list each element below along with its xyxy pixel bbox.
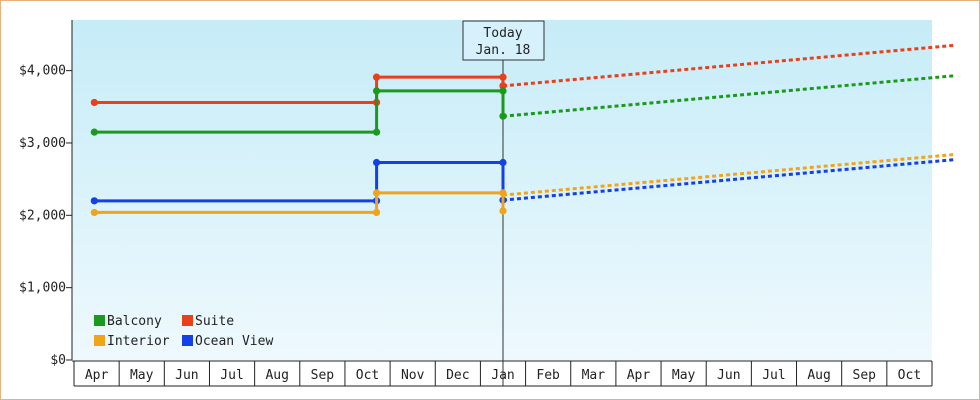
- legend-swatch: [182, 315, 193, 326]
- x-tick-label: Aug: [807, 368, 830, 383]
- y-tick-label: $1,000: [19, 281, 66, 296]
- forecast-line-suite: [502, 43, 955, 88]
- x-tick-label: Apr: [85, 368, 109, 383]
- x-tick-label: Jul: [762, 368, 785, 383]
- x-tick-label: Dec: [446, 368, 469, 383]
- data-point-balcony: [499, 87, 507, 95]
- x-tick-label: Nov: [401, 368, 425, 383]
- data-point-ocean-view: [90, 197, 98, 205]
- legend-label: Suite: [195, 314, 234, 329]
- x-tick-label: May: [130, 368, 154, 383]
- y-tick-label: $2,000: [19, 208, 66, 223]
- data-point-suite: [499, 73, 507, 81]
- x-tick-label: Mar: [582, 368, 606, 383]
- x-tick-label: Aug: [265, 368, 288, 383]
- data-point-ocean-view: [499, 158, 507, 167]
- x-tick-label: Feb: [536, 368, 560, 383]
- data-point-interior: [499, 207, 507, 215]
- x-tick-label: Oct: [356, 368, 379, 383]
- today-box: [462, 20, 545, 61]
- x-tick-label: Sep: [311, 368, 335, 383]
- x-tick-label: Sep: [853, 368, 877, 383]
- y-tick-label: $4,000: [19, 64, 66, 79]
- data-point-balcony: [90, 128, 98, 136]
- data-point-balcony: [372, 87, 381, 95]
- data-point-interior: [372, 208, 381, 217]
- data-point-interior: [372, 189, 381, 197]
- x-tick-label: Jun: [717, 368, 740, 383]
- data-point-ocean-view: [372, 158, 381, 167]
- legend-label: Balcony: [107, 314, 162, 329]
- x-tick-label: Jun: [175, 368, 198, 383]
- data-point-suite: [90, 98, 98, 107]
- today-date: Jan. 18: [476, 43, 531, 58]
- forecast-line-ocean-view: [502, 158, 955, 202]
- x-tick-label: Apr: [627, 368, 651, 383]
- data-point-balcony: [372, 128, 381, 136]
- x-tick-label: May: [672, 368, 696, 383]
- legend-label: Ocean View: [195, 334, 273, 349]
- today-label: Today: [483, 26, 522, 41]
- x-tick-label: Jul: [220, 368, 243, 383]
- x-tick-label: Oct: [898, 368, 921, 383]
- forecast-line-interior: [502, 153, 955, 197]
- legend-swatch: [182, 335, 193, 346]
- forecast-line-balcony: [502, 74, 955, 118]
- y-tick-label: $0: [50, 353, 66, 368]
- data-point-suite: [372, 73, 381, 81]
- legend-label: Interior: [107, 334, 170, 349]
- y-tick-label: $3,000: [19, 136, 66, 151]
- legend-swatch: [94, 315, 105, 326]
- legend-swatch: [94, 335, 105, 346]
- data-point-interior: [90, 208, 98, 217]
